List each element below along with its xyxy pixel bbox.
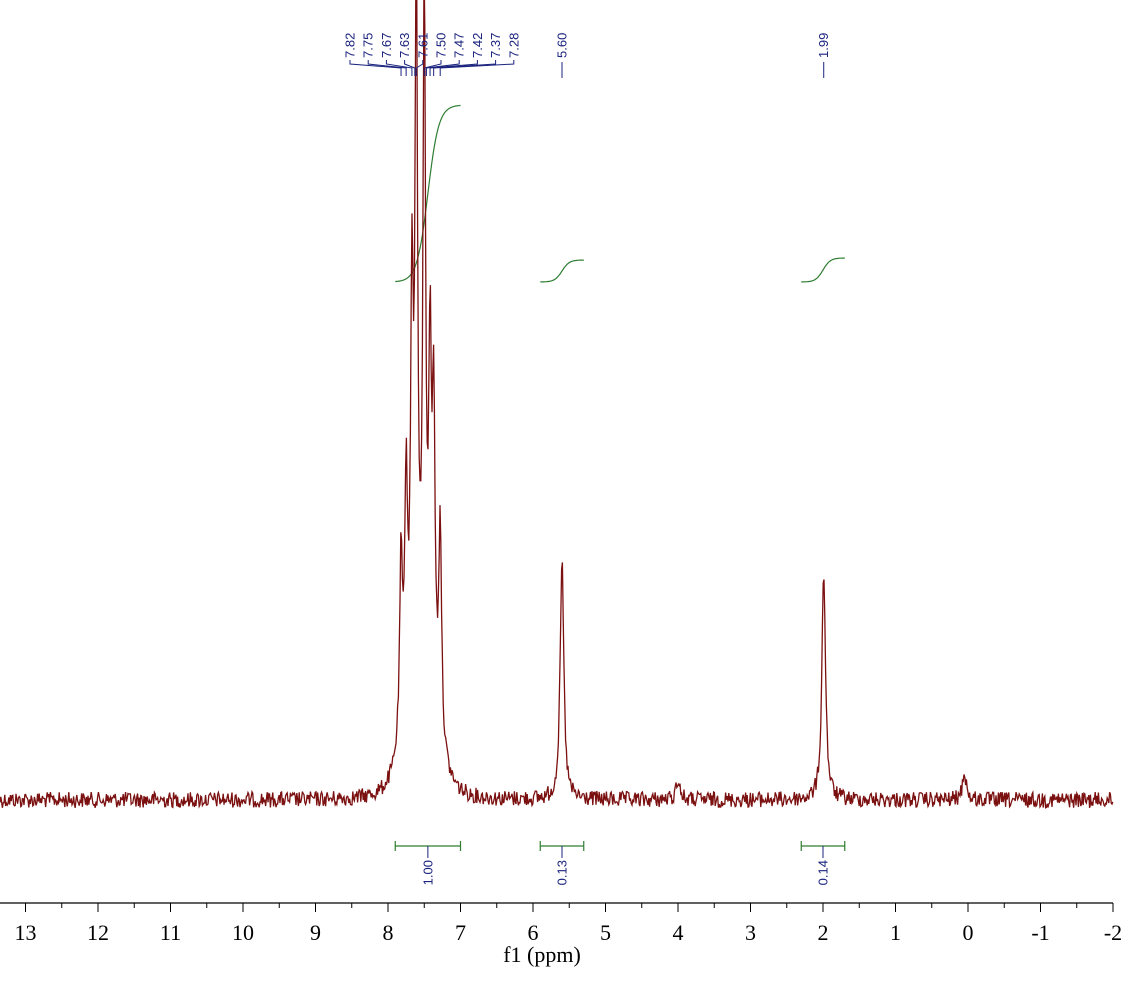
tick-label: 7 bbox=[455, 920, 466, 945]
peak-value: 7.82 bbox=[343, 33, 358, 58]
tick-label: 4 bbox=[673, 920, 684, 945]
peak-label-7-28: 7.28 bbox=[439, 33, 521, 76]
tick-label: 1 bbox=[890, 920, 901, 945]
peak-label-7-67: 7.67 bbox=[379, 33, 413, 76]
peak-label-1-99: 1.99 bbox=[816, 33, 831, 78]
peak-value: 1.99 bbox=[816, 33, 831, 58]
peak-value: 7.63 bbox=[397, 33, 412, 58]
peak-leader bbox=[415, 60, 424, 76]
peak-label-7-47: 7.47 bbox=[425, 33, 467, 76]
tick-label: -2 bbox=[1104, 920, 1122, 945]
peak-value: 7.61 bbox=[415, 33, 430, 58]
tick-label: 6 bbox=[528, 920, 539, 945]
peak-label-7-82: 7.82 bbox=[343, 33, 402, 76]
tick-label: 9 bbox=[310, 920, 321, 945]
peak-value: 7.42 bbox=[470, 33, 485, 58]
peak-label-7-61: 7.61 bbox=[415, 33, 430, 76]
peak-label-7-50: 7.50 bbox=[423, 33, 449, 76]
peak-leader bbox=[425, 60, 460, 76]
tick-label: 11 bbox=[160, 920, 181, 945]
spectrum-line bbox=[0, 0, 1114, 809]
integral-value: 0.14 bbox=[816, 860, 831, 885]
peak-label-7-75: 7.75 bbox=[361, 33, 407, 76]
x-axis: 13 12 11 10 9 8 7 6 5 4 3 2 1 0 -1 -2 bbox=[0, 902, 1122, 945]
peak-value: 5.60 bbox=[555, 33, 570, 58]
integral-curve-3 bbox=[801, 257, 845, 283]
integral-value: 1.00 bbox=[420, 860, 435, 885]
peak-labels: 7.82 7.75 7.67 7.63 7.61 7.50 7.47 7.42 7.37 7.28… bbox=[343, 33, 831, 78]
peak-leader bbox=[433, 60, 497, 76]
integral-3: 0.14 bbox=[800, 841, 846, 885]
x-axis-title: f1 (ppm) bbox=[503, 942, 581, 967]
peak-value: 7.50 bbox=[434, 33, 449, 58]
peak-label-7-63: 7.63 bbox=[397, 33, 416, 76]
integral-bars: 1.00 0.13 0.14 bbox=[394, 841, 846, 885]
tick-label: -1 bbox=[1031, 920, 1049, 945]
integral-1: 1.00 bbox=[394, 841, 462, 885]
tick-label: 0 bbox=[963, 920, 974, 945]
peak-leader bbox=[367, 60, 407, 76]
peak-leader bbox=[349, 60, 402, 76]
integral-value: 0.13 bbox=[555, 860, 570, 885]
tick-label: 10 bbox=[232, 920, 254, 945]
peak-label-5-60: 5.60 bbox=[555, 33, 570, 78]
tick-label: 8 bbox=[383, 920, 394, 945]
tick-label: 3 bbox=[745, 920, 756, 945]
tick-label: 12 bbox=[87, 920, 109, 945]
peak-leader bbox=[429, 60, 478, 76]
peak-leader bbox=[439, 60, 515, 76]
peak-leader bbox=[385, 60, 413, 76]
integral-curve-1 bbox=[395, 104, 461, 283]
peak-label-7-42: 7.42 bbox=[429, 33, 485, 76]
tick-label: 13 bbox=[15, 920, 37, 945]
integral-2: 0.13 bbox=[539, 841, 585, 885]
peak-label-7-37: 7.37 bbox=[433, 33, 503, 76]
integral-curve-2 bbox=[540, 259, 584, 283]
tick-label: 5 bbox=[600, 920, 611, 945]
peak-value: 7.37 bbox=[488, 33, 503, 58]
peak-value: 7.28 bbox=[506, 33, 521, 58]
integral-curves bbox=[395, 104, 845, 283]
spectrum-layer bbox=[0, 0, 1114, 809]
peak-leader bbox=[404, 60, 416, 76]
peak-value: 7.47 bbox=[452, 33, 467, 58]
peak-leader bbox=[423, 60, 442, 76]
peak-value: 7.67 bbox=[379, 33, 394, 58]
tick-label: 2 bbox=[818, 920, 829, 945]
peak-value: 7.75 bbox=[361, 33, 376, 58]
